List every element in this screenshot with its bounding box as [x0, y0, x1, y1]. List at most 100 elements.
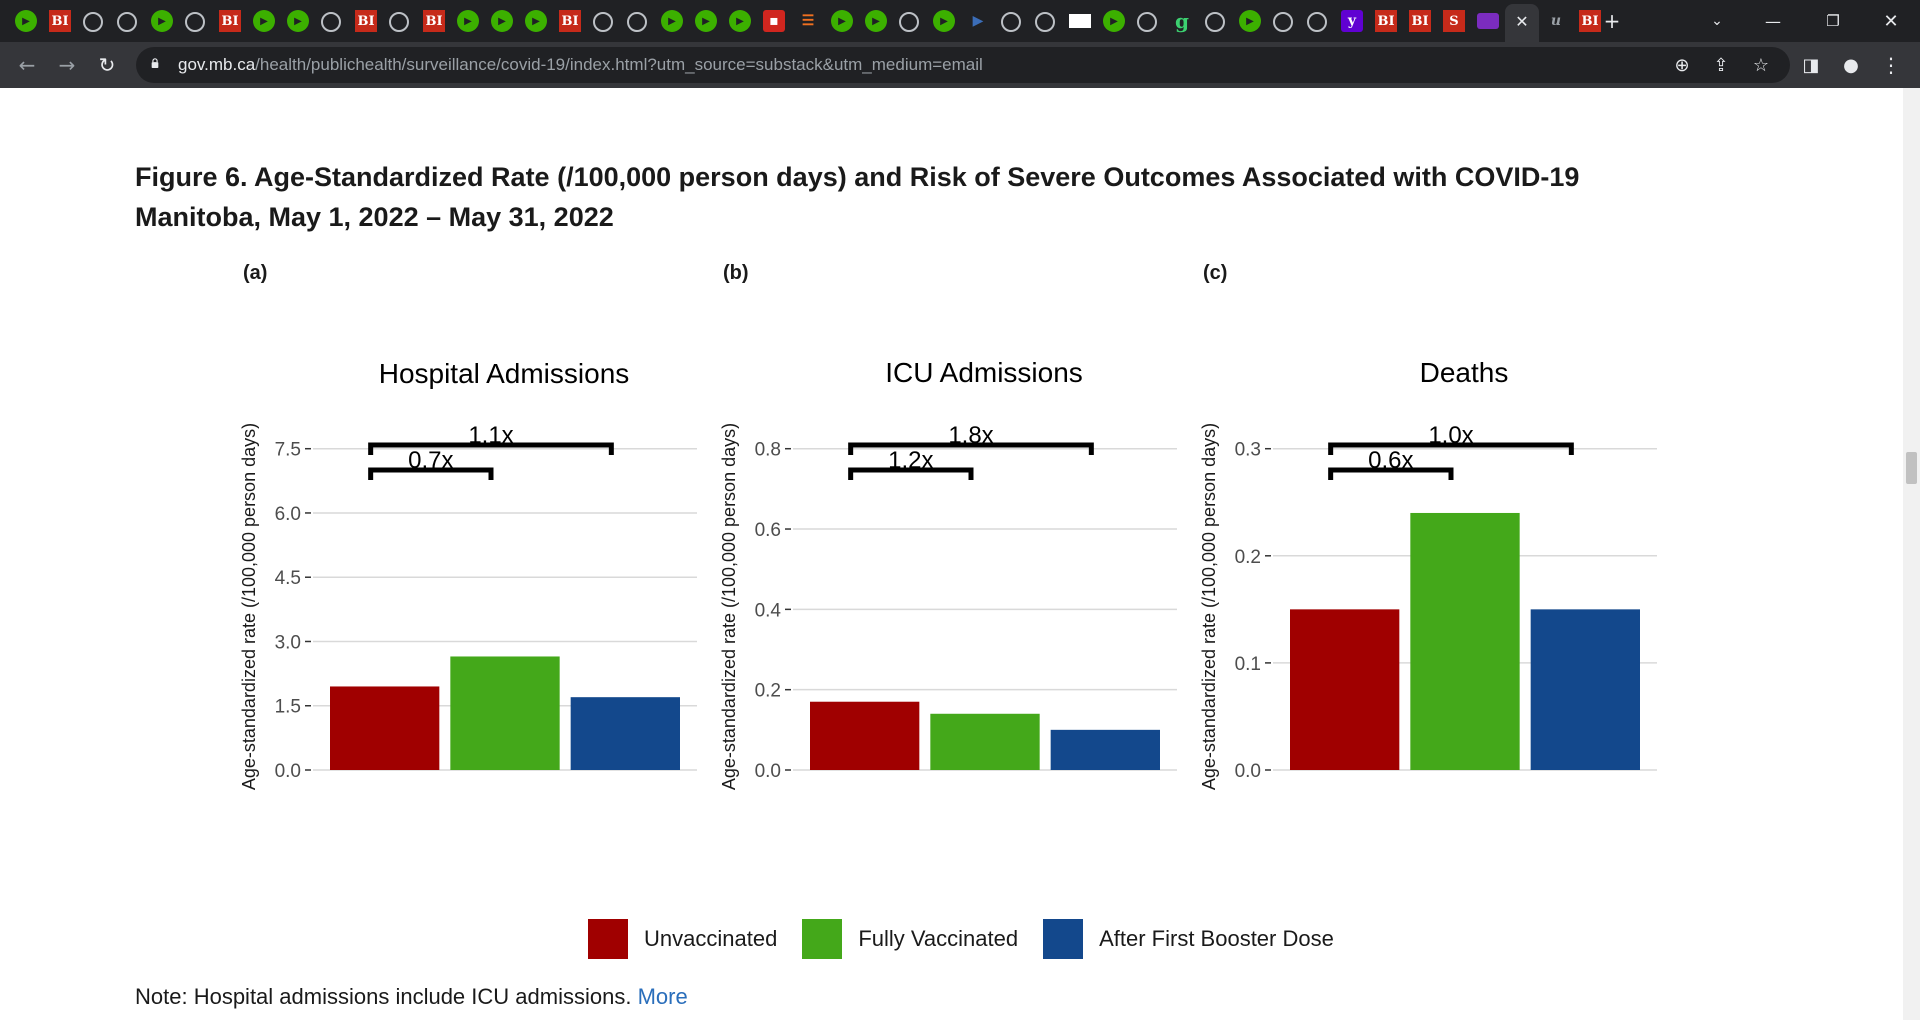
bar-hospital-1 [330, 686, 440, 770]
play-icon[interactable]: ▶ [831, 10, 853, 32]
ratio-label-hospital: 0.7x [408, 447, 453, 474]
y-tick-label-icu: 0.6 [755, 520, 781, 541]
bar-icu-2 [930, 713, 1040, 770]
restore-button[interactable]: ❐ [1826, 12, 1840, 30]
tab-strip: ▶ BI ▶ BI ▶ ▶ BI BI ▶ ▶ ▶ BI ▶ ▶ ▶ ▪ ☰ ▶ ▶ ▶ ▶ ▶ g ▶ y BI BI S ✕ u BI … [0, 0, 1920, 42]
globe-icon[interactable] [1307, 12, 1327, 32]
video-icon[interactable]: ▶ [972, 13, 984, 29]
bar-icu-1 [810, 701, 920, 770]
globe-icon[interactable] [1137, 12, 1157, 32]
address-bar[interactable]: gov.mb.ca/health/publichealth/surveillan… [136, 47, 1790, 83]
s-icon[interactable]: S [1443, 10, 1465, 32]
yahoo-icon[interactable]: y [1341, 10, 1363, 32]
bi-icon[interactable]: BI [1375, 10, 1397, 32]
play-icon[interactable]: ▶ [661, 10, 683, 32]
active-tab[interactable]: ✕ [1505, 4, 1539, 42]
globe-icon[interactable] [627, 12, 647, 32]
zoom-icon[interactable]: ⊕ [1674, 54, 1690, 76]
reload-button[interactable]: ↻ [98, 53, 116, 77]
bi-icon[interactable]: BI [1579, 10, 1601, 32]
mail-icon[interactable] [1477, 13, 1499, 29]
y-tick-label-hospital: 7.5 [275, 440, 301, 461]
bi-icon[interactable]: BI [355, 10, 377, 32]
legend-item-unvaccinated: Unvaccinated [588, 919, 777, 959]
y-tick-label-deaths: 0.0 [1235, 761, 1261, 782]
y-tick-label-deaths: 0.2 [1235, 547, 1261, 568]
legend-label-fully-vaccinated: Fully Vaccinated [858, 926, 1019, 951]
forward-button[interactable]: → [58, 53, 76, 77]
bar-icu-3 [1050, 729, 1160, 770]
bar-hospital-2 [450, 656, 560, 770]
bi-icon[interactable]: BI [1409, 10, 1431, 32]
menu-icon[interactable]: ⋮ [1881, 53, 1901, 77]
bi-icon[interactable]: BI [219, 10, 241, 32]
y-tick-label-hospital: 4.5 [275, 568, 301, 589]
ub-icon[interactable]: u [1550, 13, 1562, 29]
play-icon[interactable]: ▶ [729, 10, 751, 32]
minimize-button[interactable]: — [1765, 11, 1781, 31]
note-text: Note: Hospital admissions include ICU ad… [135, 984, 632, 1009]
ratio-label-icu: 1.2x [888, 447, 933, 474]
g-icon[interactable]: g [1175, 9, 1189, 33]
globe-icon[interactable] [593, 12, 613, 32]
bookmark-star-icon[interactable]: ☆ [1752, 54, 1770, 76]
bar-deaths-1 [1290, 609, 1400, 770]
close-tab-icon[interactable]: ✕ [1515, 12, 1529, 31]
legend-label-unvaccinated: Unvaccinated [644, 926, 778, 951]
wv-icon[interactable] [1069, 14, 1091, 28]
tab-search-chevron-icon[interactable]: ⌄ [1711, 13, 1723, 29]
more-link[interactable]: More [637, 984, 688, 1009]
play-icon[interactable]: ▶ [253, 10, 275, 32]
bi-icon[interactable]: BI [559, 10, 581, 32]
panel-label-b: (b) [723, 262, 749, 284]
close-window-button[interactable]: ✕ [1883, 10, 1899, 32]
share-icon[interactable]: ⇪ [1713, 54, 1729, 76]
play-icon[interactable]: ▶ [1239, 10, 1261, 32]
news-icon[interactable]: ▪ [763, 10, 785, 32]
chart-legend: Unvaccinated Fully Vaccinated After Firs… [588, 918, 1359, 960]
globe-icon[interactable] [1273, 12, 1293, 32]
profile-icon[interactable]: ● [1843, 54, 1859, 76]
globe-icon[interactable] [1035, 12, 1055, 32]
y-tick-label-icu: 0.4 [755, 600, 782, 621]
y-tick-label-hospital: 0.0 [275, 761, 301, 782]
play-icon[interactable]: ▶ [865, 10, 887, 32]
globe-icon[interactable] [389, 12, 409, 32]
legend-label-booster: After First Booster Dose [1099, 926, 1334, 951]
globe-icon[interactable] [899, 12, 919, 32]
comparison-bracket-deaths [1328, 442, 1574, 455]
browser-toolbar: ← → ↻ gov.mb.ca/health/publichealth/surv… [0, 42, 1920, 88]
bookmark-icon[interactable]: ☰ [801, 13, 815, 29]
play-icon[interactable]: ▶ [15, 10, 37, 32]
new-tab-button[interactable]: + [1603, 9, 1621, 33]
panel-label-c: (c) [1203, 262, 1228, 284]
globe-icon[interactable] [117, 12, 137, 32]
play-icon[interactable]: ▶ [151, 10, 173, 32]
back-button[interactable]: ← [18, 53, 36, 77]
page-scrollbar[interactable] [1903, 88, 1920, 1020]
y-tick-label-icu: 0.8 [755, 440, 781, 461]
ratio-label-deaths: 0.6x [1368, 447, 1413, 474]
play-icon[interactable]: ▶ [491, 10, 513, 32]
comparison-bracket-deaths [1328, 467, 1454, 480]
bar-deaths-2 [1410, 512, 1520, 770]
globe-icon[interactable] [1205, 12, 1225, 32]
play-icon[interactable]: ▶ [525, 10, 547, 32]
globe-icon[interactable] [83, 12, 103, 32]
bar-hospital-3 [570, 697, 680, 770]
play-icon[interactable]: ▶ [287, 10, 309, 32]
play-icon[interactable]: ▶ [695, 10, 717, 32]
globe-icon[interactable] [321, 12, 341, 32]
scrollbar-thumb[interactable] [1906, 452, 1917, 484]
side-panel-icon[interactable]: ◨ [1802, 54, 1820, 76]
globe-icon[interactable] [1001, 12, 1021, 32]
bi-icon[interactable]: BI [49, 10, 71, 32]
y-tick-label-icu: 0.0 [755, 761, 781, 782]
y-tick-label-hospital: 1.5 [275, 697, 301, 718]
play-icon[interactable]: ▶ [457, 10, 479, 32]
play-icon[interactable]: ▶ [933, 10, 955, 32]
globe-icon[interactable] [185, 12, 205, 32]
bi-icon[interactable]: BI [423, 10, 445, 32]
play-icon[interactable]: ▶ [1103, 10, 1125, 32]
legend-swatch-unvaccinated [588, 919, 628, 959]
